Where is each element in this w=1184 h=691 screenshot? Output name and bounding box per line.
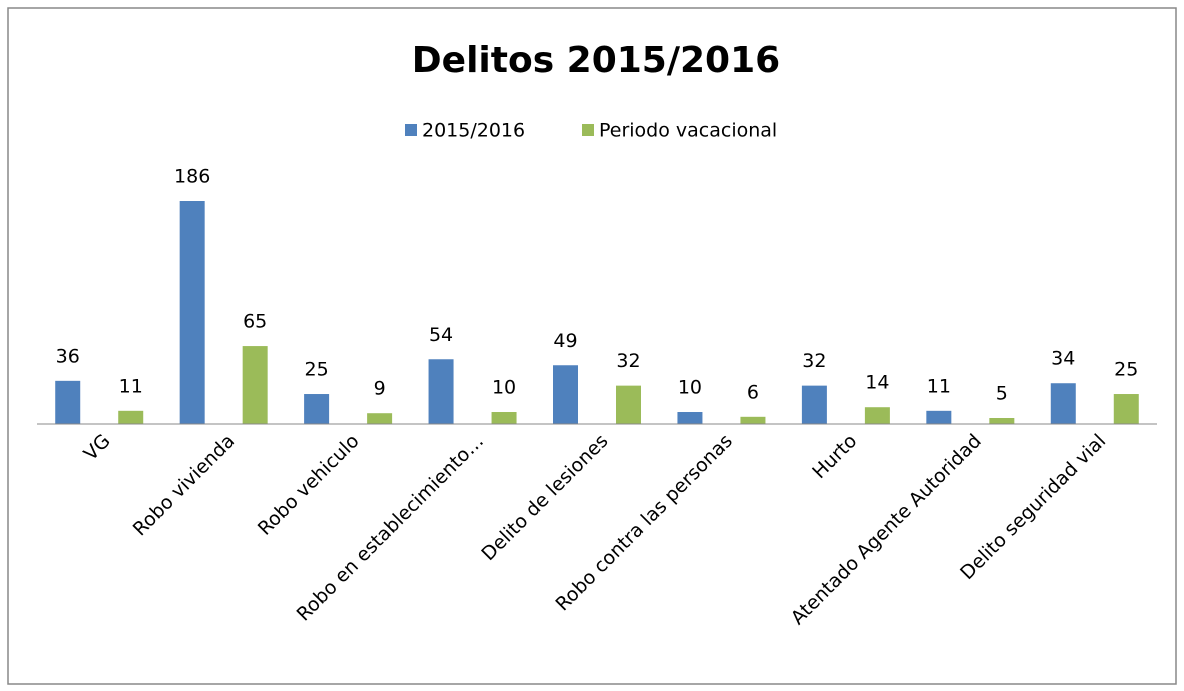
- data-label: 10: [678, 377, 702, 399]
- data-label: 10: [492, 377, 516, 399]
- data-label: 34: [1051, 348, 1075, 370]
- data-label: 32: [616, 350, 640, 372]
- data-label: 9: [374, 378, 386, 400]
- bar: [677, 412, 703, 424]
- bar: [616, 385, 641, 424]
- bar: [242, 346, 268, 424]
- bar: [989, 418, 1015, 424]
- chart-title: Delitos 2015/2016: [412, 40, 780, 81]
- bar: [926, 410, 952, 424]
- bar: [118, 410, 144, 424]
- data-label: 36: [56, 345, 80, 367]
- bar: [428, 359, 454, 424]
- bar: [864, 407, 890, 424]
- bar: [304, 394, 330, 424]
- data-label: 14: [865, 372, 889, 394]
- legend-label: 2015/2016: [422, 120, 525, 142]
- data-label: 11: [927, 375, 951, 397]
- bar: [491, 412, 517, 424]
- legend-label: Periodo vacacional: [599, 120, 777, 142]
- data-label: 25: [1114, 359, 1138, 381]
- legend-swatch: [405, 124, 417, 136]
- legend-swatch: [582, 124, 594, 136]
- bar: [367, 413, 393, 424]
- data-label: 5: [996, 383, 1008, 405]
- bar: [55, 380, 81, 424]
- data-label: 65: [243, 311, 267, 333]
- data-label: 6: [747, 381, 759, 403]
- data-label: 32: [802, 350, 826, 372]
- bar: [1050, 383, 1076, 424]
- bar: [179, 201, 205, 424]
- bar: [553, 365, 578, 424]
- bar: [1113, 394, 1139, 424]
- data-label: 25: [305, 359, 329, 381]
- data-label: 186: [174, 166, 210, 188]
- bar: [740, 416, 766, 424]
- data-label: 49: [553, 330, 577, 352]
- bar: [801, 385, 827, 424]
- data-label: 11: [119, 375, 143, 397]
- data-label: 54: [429, 324, 453, 346]
